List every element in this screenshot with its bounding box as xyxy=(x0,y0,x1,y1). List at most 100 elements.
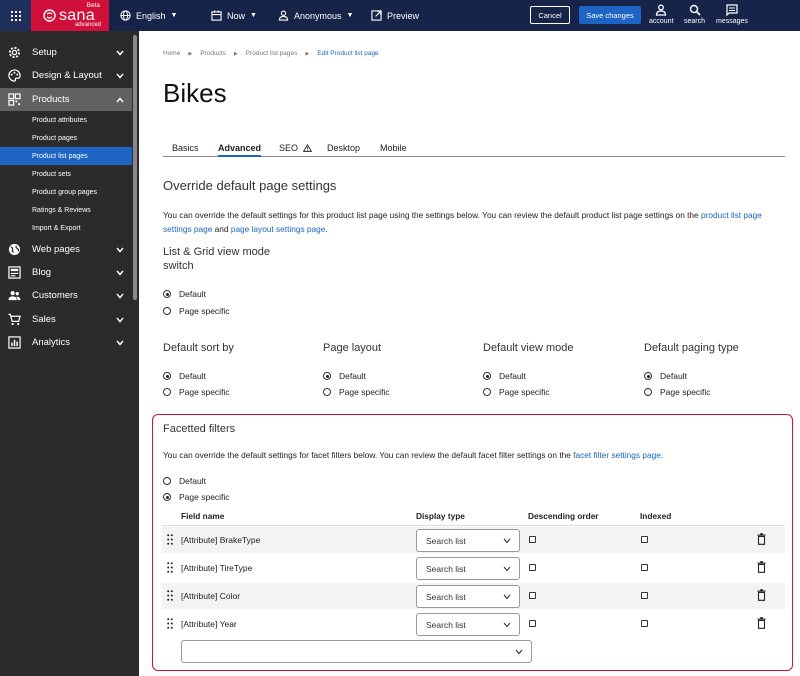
drag-handle-icon[interactable] xyxy=(167,590,173,601)
chevron-down-icon xyxy=(116,71,124,82)
chevron-down-icon xyxy=(503,594,511,600)
sidebar-subitem-product-pages[interactable]: Product pages xyxy=(32,134,78,142)
tab-basics[interactable]: Basics xyxy=(172,143,199,153)
date-label: Now xyxy=(227,10,246,21)
tab-seo-label: SEO xyxy=(279,143,299,153)
radio-label: Default xyxy=(660,371,687,381)
messages-button[interactable]: messages xyxy=(716,4,748,25)
breadcrumb-products[interactable]: Products xyxy=(200,50,226,57)
descending-order-checkbox[interactable] xyxy=(529,592,536,599)
gear-icon xyxy=(8,46,21,59)
sidebar-item-label: Web pages xyxy=(32,244,80,255)
sidebar-item-blog[interactable]: Blog xyxy=(0,261,132,284)
override-period: . xyxy=(325,224,328,234)
breadcrumb-home[interactable]: Home xyxy=(163,50,181,57)
list-grid-page-specific-radio[interactable]: Page specific xyxy=(163,306,230,316)
display-type-select[interactable]: Search list xyxy=(416,529,520,552)
caret-down-icon: ▼ xyxy=(170,12,178,19)
indexed-checkbox[interactable] xyxy=(641,536,648,543)
date-selector[interactable]: Now ▼ xyxy=(211,0,257,31)
product-list-settings-link[interactable]: product list page settings page xyxy=(163,210,762,234)
sidebar: Setup Design & Layout Products Product a… xyxy=(0,31,132,676)
sana-logo[interactable]: sana Beta advanced xyxy=(31,0,109,31)
qr-grid-icon xyxy=(8,93,21,106)
sidebar-item-customers[interactable]: Customers xyxy=(0,284,132,307)
sidebar-subitem-product-attributes[interactable]: Product attributes xyxy=(32,116,87,124)
trash-icon[interactable] xyxy=(757,617,766,629)
sort-page-specific-radio[interactable]: Page specific xyxy=(163,387,230,397)
list-grid-label: List & Grid view mode switch xyxy=(163,246,270,272)
sana-logo-icon xyxy=(43,9,56,22)
view-mode-default-radio[interactable]: Default xyxy=(483,371,526,381)
logo-name: sana xyxy=(59,7,95,24)
tab-advanced[interactable]: Advanced xyxy=(218,143,262,157)
indexed-checkbox[interactable] xyxy=(641,620,648,627)
view-mode-page-specific-radio[interactable]: Page specific xyxy=(483,387,550,397)
facet-page-specific-radio[interactable]: Page specific xyxy=(163,492,230,502)
sidebar-subitem-product-list-pages[interactable]: Product list pages xyxy=(0,147,132,165)
paging-default-radio[interactable]: Default xyxy=(644,371,687,381)
breadcrumb-product-list-pages[interactable]: Product list pages xyxy=(245,50,298,57)
layout-page-specific-radio[interactable]: Page specific xyxy=(323,387,390,397)
drag-handle-icon[interactable] xyxy=(167,618,173,629)
user-selector[interactable]: Anonymous ▼ xyxy=(278,0,353,31)
save-changes-button[interactable]: Save changes xyxy=(579,6,641,24)
trash-icon[interactable] xyxy=(757,561,766,573)
sidebar-item-label: Analytics xyxy=(32,337,71,348)
tab-mobile[interactable]: Mobile xyxy=(380,143,407,153)
chevron-right-icon: ▶ xyxy=(233,51,238,57)
language-selector[interactable]: English ▼ xyxy=(120,0,177,31)
display-type-value: Search list xyxy=(426,563,466,574)
search-button[interactable]: search xyxy=(684,4,705,25)
drag-handle-icon[interactable] xyxy=(167,534,173,545)
display-type-select[interactable]: Search list xyxy=(416,557,520,580)
trash-icon[interactable] xyxy=(757,589,766,601)
chevron-down-icon xyxy=(503,566,511,572)
descending-order-checkbox[interactable] xyxy=(529,536,536,543)
sidebar-item-setup[interactable]: Setup xyxy=(0,41,132,64)
tab-desktop[interactable]: Desktop xyxy=(327,143,361,153)
main-content: Home ▶ Products ▶ Product list pages ▶ E… xyxy=(139,31,800,676)
facet-filter-settings-link[interactable]: facet filter settings page xyxy=(573,450,661,460)
sidebar-subitem-product-group-pages[interactable]: Product group pages xyxy=(32,188,97,196)
cancel-button[interactable]: Cancel xyxy=(530,6,570,24)
display-type-select[interactable]: Search list xyxy=(416,613,520,636)
table-header-divider xyxy=(162,525,785,526)
sidebar-subitem-product-sets[interactable]: Product sets xyxy=(32,170,71,178)
page-layout-settings-link[interactable]: page layout settings page xyxy=(230,224,326,234)
sidebar-item-analytics[interactable]: Analytics xyxy=(0,331,132,354)
indexed-checkbox[interactable] xyxy=(641,592,648,599)
indexed-checkbox[interactable] xyxy=(641,564,648,571)
tab-seo[interactable]: SEO xyxy=(279,143,312,153)
radio-selected-icon xyxy=(483,372,491,380)
sidebar-item-web-pages[interactable]: Web pages xyxy=(0,238,132,261)
radio-selected-icon xyxy=(163,290,171,298)
sort-default-radio[interactable]: Default xyxy=(163,371,206,381)
list-grid-default-radio[interactable]: Default xyxy=(163,289,206,299)
app-grid-button[interactable] xyxy=(0,0,31,31)
facet-default-radio[interactable]: Default xyxy=(163,476,206,486)
descending-order-checkbox[interactable] xyxy=(529,564,536,571)
radio-label: Page specific xyxy=(660,387,711,397)
sidebar-item-sales[interactable]: Sales xyxy=(0,308,132,331)
layout-default-radio[interactable]: Default xyxy=(323,371,366,381)
paging-page-specific-radio[interactable]: Page specific xyxy=(644,387,711,397)
facet-period: . xyxy=(660,450,664,460)
sidebar-item-products[interactable]: Products xyxy=(0,88,132,111)
chevron-up-icon xyxy=(116,95,124,106)
account-button[interactable]: account xyxy=(649,4,674,25)
preview-label: Preview xyxy=(387,10,420,21)
trash-icon[interactable] xyxy=(757,533,766,545)
calendar-icon xyxy=(211,10,222,21)
chevron-right-icon: ▶ xyxy=(188,51,193,57)
scrollbar-thumb[interactable] xyxy=(133,35,137,300)
drag-handle-icon[interactable] xyxy=(167,562,173,573)
display-type-select[interactable]: Search list xyxy=(416,585,520,608)
sidebar-scrollbar[interactable] xyxy=(132,31,139,676)
sidebar-item-design-layout[interactable]: Design & Layout xyxy=(0,64,132,87)
preview-button[interactable]: Preview xyxy=(371,0,419,31)
add-field-select[interactable] xyxy=(181,640,532,663)
sidebar-subitem-ratings-reviews[interactable]: Ratings & Reviews xyxy=(32,206,91,214)
descending-order-checkbox[interactable] xyxy=(529,620,536,627)
sidebar-subitem-import-export[interactable]: Import & Export xyxy=(32,224,81,232)
